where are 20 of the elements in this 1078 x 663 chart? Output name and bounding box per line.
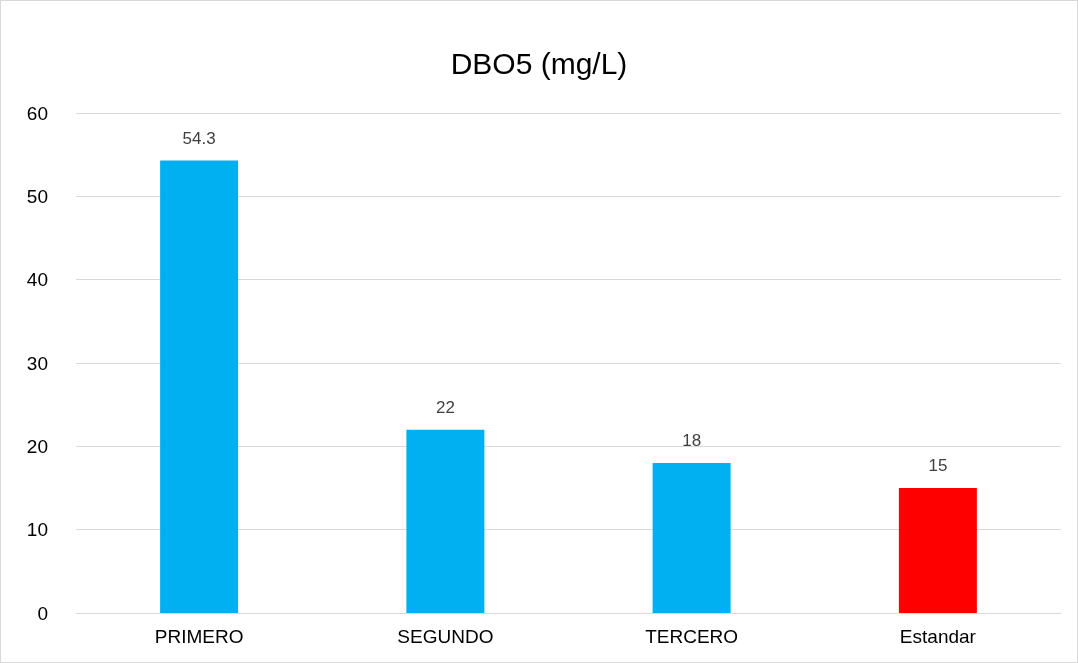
data-label: 18	[682, 431, 702, 450]
x-tick-label: PRIMERO	[154, 626, 244, 647]
y-tick-label: 30	[26, 352, 48, 374]
bar	[652, 463, 731, 613]
bar	[898, 488, 977, 613]
y-tick-label: 60	[26, 102, 48, 124]
data-label: 22	[435, 397, 455, 417]
data-label: 15	[928, 456, 948, 475]
chart-title: DBO5 (mg/L)	[450, 46, 628, 80]
x-tick-label: TERCERO	[645, 626, 739, 647]
y-tick-label: 0	[37, 602, 48, 624]
y-tick-label: 40	[26, 269, 48, 291]
y-tick-label: 50	[26, 185, 48, 207]
y-tick-label: 10	[26, 519, 48, 541]
x-tick-label: SEGUNDO	[397, 626, 494, 647]
bar	[406, 429, 485, 613]
x-tick-label: Estandar	[899, 626, 977, 647]
y-tick-label: 20	[26, 435, 48, 457]
data-label: 54.3	[182, 128, 216, 148]
bar	[160, 160, 239, 613]
